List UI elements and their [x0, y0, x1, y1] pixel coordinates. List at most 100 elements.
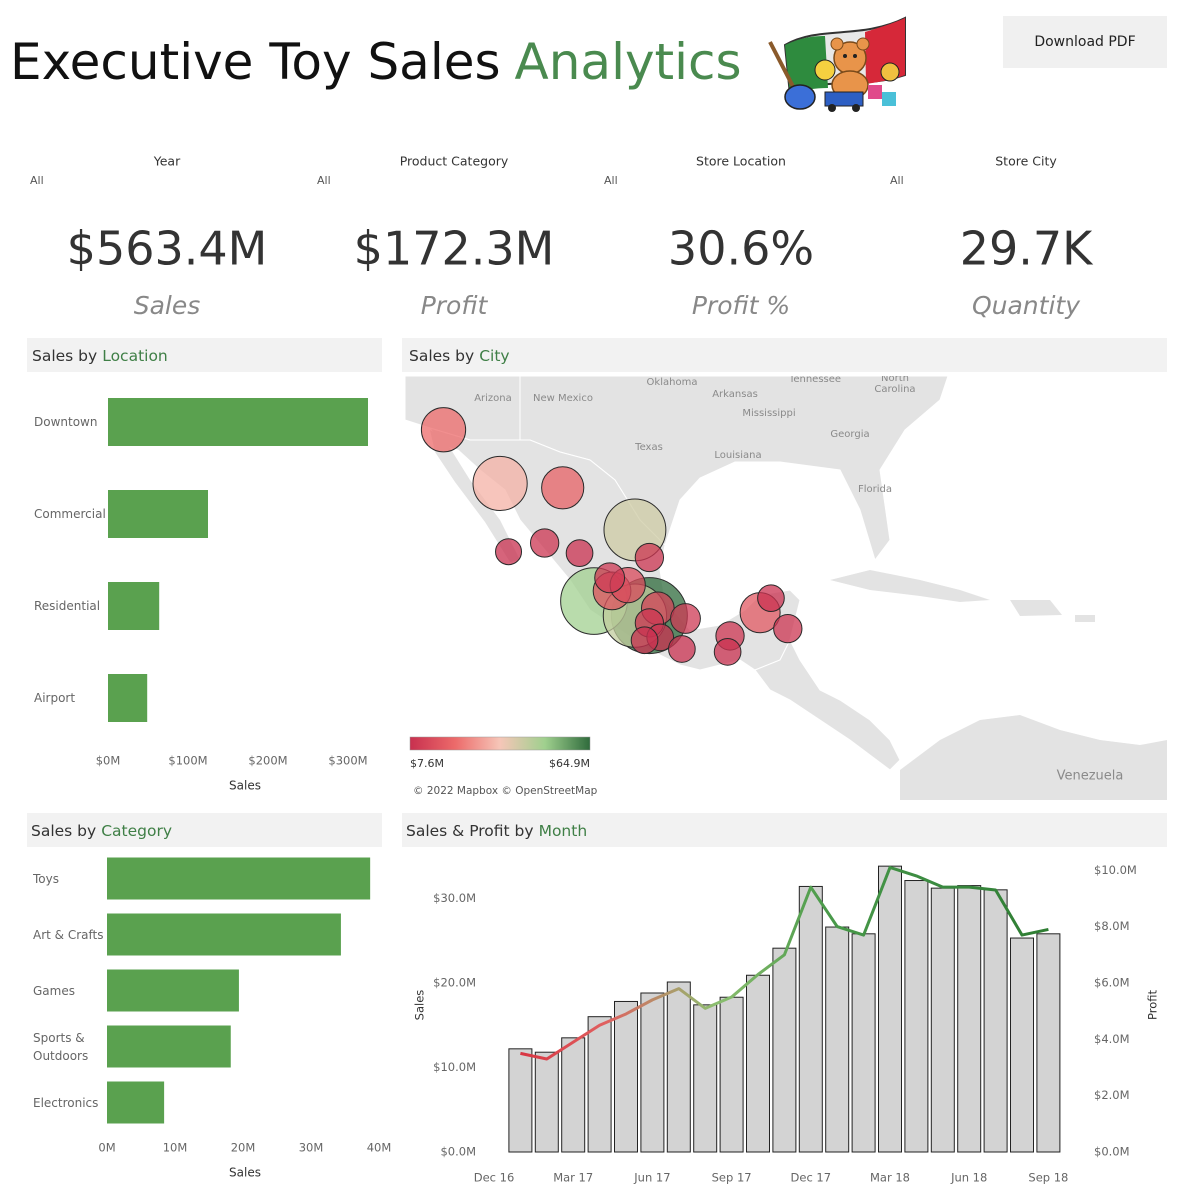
filter-value[interactable]: All [30, 174, 44, 187]
category-label: Games [33, 983, 75, 998]
y-tick-label: $10.0M [433, 1060, 476, 1074]
x-axis-title: Sales [229, 1166, 261, 1180]
panel-title: Sales & Profit by Month [406, 822, 587, 840]
bar [107, 969, 239, 1012]
sales-bar [614, 1000, 638, 1153]
x-tick-label: 40M [367, 1141, 392, 1155]
sales-bar [587, 1016, 612, 1153]
map-label: Louisiana [714, 450, 761, 461]
map-label: Texas [634, 442, 663, 453]
x-tick-label: Mar 17 [553, 1171, 593, 1185]
map-label: North [881, 373, 909, 384]
dashboard-title: Executive Toy Sales Analytics [10, 33, 742, 91]
bar [107, 1081, 165, 1124]
panel-title-text: Sales by [31, 822, 96, 840]
category-label: Commercial [34, 507, 106, 521]
city-bubble [594, 562, 626, 594]
filter-label: Product Category [400, 154, 509, 169]
filter-value[interactable]: All [890, 174, 904, 187]
title-text: Executive Toy Sales [10, 33, 501, 91]
sales-bar [640, 992, 665, 1153]
category-label-box: Toys [33, 872, 59, 886]
filter-label: Store City [995, 154, 1057, 169]
map-label: Florida [858, 484, 892, 495]
panel-title-text: Sales by [409, 347, 474, 365]
kpi-label: Sales [134, 291, 201, 320]
sales-bar [1036, 933, 1061, 1153]
kpi-value: $172.3M [354, 222, 555, 276]
y-tick-label: $30.0M [433, 891, 476, 905]
panel-title-highlight: Location [102, 347, 168, 365]
city-bubble [630, 626, 659, 655]
panel-header [27, 338, 382, 372]
sales-bar [878, 865, 902, 1153]
x-tick-label: Dec 16 [474, 1171, 515, 1185]
y-tick-label: $0.0M [440, 1145, 476, 1159]
bar [108, 674, 148, 722]
sales-bar [534, 1051, 559, 1153]
sales-bar [772, 947, 797, 1153]
city-bubble [713, 638, 742, 666]
profit-line [520, 865, 1049, 1061]
kpi-label: Profit % [692, 291, 790, 320]
x-tick-label: $300M [328, 754, 367, 768]
category-label: Airport [34, 691, 76, 705]
city-bubble [634, 542, 665, 573]
x-tick-label: Sep 17 [712, 1171, 752, 1185]
category-label-box: Games [33, 983, 75, 998]
sales-bar [825, 926, 850, 1153]
map-label: Carolina [874, 384, 915, 395]
panel-title-text: Sales by [32, 347, 97, 365]
sales-bar [851, 933, 876, 1153]
map-label: Venezuela [1057, 769, 1124, 784]
y2-tick-label: $8.0M [1094, 919, 1130, 933]
sales-bar [930, 887, 955, 1153]
sales-bar [508, 1048, 533, 1153]
filter-value[interactable]: All [604, 174, 618, 187]
bar [108, 582, 160, 630]
sales-bar [957, 885, 982, 1153]
city-bubble [541, 466, 585, 510]
download-button[interactable] [1003, 16, 1167, 68]
filter-value[interactable]: All [317, 174, 331, 187]
category-label: Sports & Outdoors [33, 1030, 89, 1063]
city-bubble [420, 407, 467, 453]
map-label: Arkansas [712, 389, 758, 400]
category-label-box: Art & Crafts [33, 928, 103, 942]
city-bubble [565, 539, 594, 567]
sales-bar [693, 1004, 718, 1153]
title-highlight: Analytics [515, 33, 742, 91]
x-tick-label: $200M [248, 754, 287, 768]
y-tick-label: $20.0M [433, 975, 476, 989]
category-label: Electronics [33, 1095, 99, 1110]
download-button-label[interactable]: Download PDF [1034, 34, 1135, 50]
x-tick-label: Jun 18 [950, 1171, 987, 1185]
category-label-box: Sports & Outdoors [33, 1030, 89, 1063]
filter-label: Year [153, 154, 181, 169]
city-bubble [670, 603, 701, 634]
y2-tick-label: $10.0M [1094, 863, 1137, 877]
panel-title: Sales by Location [32, 347, 168, 365]
kpi-label: Quantity [972, 291, 1081, 320]
x-tick-label: 30M [299, 1141, 324, 1155]
sales-bar [719, 996, 744, 1153]
x-tick-label: Sep 18 [1028, 1171, 1068, 1185]
sales-bar [983, 889, 1008, 1153]
city-bubble [773, 614, 803, 644]
colorbar-label: $7.6M [410, 757, 444, 770]
map-label: New Mexico [533, 393, 593, 404]
filters: Year All Product Category All Store Loca… [30, 154, 1057, 188]
map-label: Arizona [474, 393, 512, 404]
x-tick-label: Mar 18 [870, 1171, 910, 1185]
colorbar-label: $64.9M [549, 757, 590, 770]
y2-tick-label: $6.0M [1094, 975, 1130, 989]
panel-header [402, 813, 1167, 847]
bar [108, 398, 368, 446]
panel-title-text: Sales & Profit by [406, 822, 534, 840]
panel-title-highlight: Month [539, 822, 588, 840]
kpi-value: 30.6% [668, 222, 814, 276]
filter-label: Store Location [696, 154, 786, 169]
y2-axis-title: Profit [1146, 990, 1160, 1020]
